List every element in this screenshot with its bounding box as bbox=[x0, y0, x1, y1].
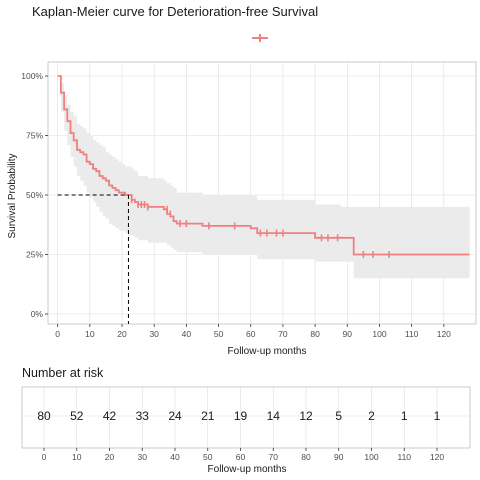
risk-table-title: Number at risk bbox=[22, 366, 104, 380]
risk-count: 14 bbox=[267, 409, 281, 423]
x-tick-label: 50 bbox=[214, 329, 224, 339]
y-tick-label: 25% bbox=[26, 250, 43, 260]
x-tick-label: 100 bbox=[372, 329, 386, 339]
x-tick-label: 20 bbox=[117, 329, 127, 339]
chart-title: Kaplan-Meier curve for Deterioration-fre… bbox=[32, 4, 318, 19]
x-tick-label: 110 bbox=[405, 329, 419, 339]
risk-count: 33 bbox=[136, 409, 150, 423]
risk-x-tick-label: 40 bbox=[170, 452, 180, 462]
x-tick-label: 90 bbox=[343, 329, 353, 339]
risk-count: 1 bbox=[401, 409, 408, 423]
risk-x-tick-label: 60 bbox=[236, 452, 246, 462]
risk-x-tick-label: 110 bbox=[397, 452, 411, 462]
risk-x-tick-label: 120 bbox=[430, 452, 444, 462]
risk-table-panel: 80 52 42 33 24 21 19 14 12 5 2 1 10 10 20 30 40 50 60 70 80 9… bbox=[21, 386, 471, 462]
risk-count: 42 bbox=[103, 409, 117, 423]
x-tick-label: 70 bbox=[278, 329, 288, 339]
risk-table-area bbox=[21, 386, 471, 449]
risk-x-axis-label: Follow-up months bbox=[208, 464, 287, 475]
risk-count: 19 bbox=[234, 409, 248, 423]
legend bbox=[252, 34, 268, 42]
risk-count: 5 bbox=[335, 409, 342, 423]
x-tick-label: 0 bbox=[55, 329, 60, 339]
risk-count: 2 bbox=[368, 409, 375, 423]
risk-x-tick-label: 0 bbox=[42, 452, 47, 462]
risk-x-tick-label: 50 bbox=[203, 452, 213, 462]
risk-count: 80 bbox=[37, 409, 51, 423]
risk-count: 12 bbox=[299, 409, 313, 423]
risk-count: 24 bbox=[168, 409, 182, 423]
risk-count: 1 bbox=[434, 409, 441, 423]
x-tick-label: 120 bbox=[437, 329, 451, 339]
y-tick-label: 100% bbox=[21, 71, 43, 81]
risk-x-tick-label: 100 bbox=[364, 452, 378, 462]
risk-x-tick-label: 90 bbox=[334, 452, 344, 462]
confidence-band bbox=[57, 76, 470, 279]
x-tick-label: 80 bbox=[310, 329, 320, 339]
y-tick-label: 0% bbox=[31, 309, 44, 319]
x-tick-label: 60 bbox=[246, 329, 256, 339]
y-axis-label: Survival Probability bbox=[7, 153, 18, 238]
survival-plot-panel: 0 10 20 30 40 50 60 70 80 90 100 110 120 0% 25% 50% 75% 1… bbox=[21, 61, 477, 339]
risk-x-tick-label: 80 bbox=[301, 452, 311, 462]
x-tick-label: 40 bbox=[182, 329, 192, 339]
x-tick-label: 10 bbox=[85, 329, 95, 339]
risk-count: 52 bbox=[70, 409, 84, 423]
x-tick-label: 30 bbox=[149, 329, 159, 339]
risk-x-tick-label: 30 bbox=[138, 452, 148, 462]
x-axis-label: Follow-up months bbox=[228, 346, 307, 357]
y-tick-label: 50% bbox=[26, 190, 43, 200]
y-tick-label: 75% bbox=[26, 131, 43, 141]
risk-x-tick-label: 70 bbox=[269, 452, 279, 462]
survival-curve bbox=[57, 75, 470, 256]
risk-x-tick-label: 20 bbox=[105, 452, 115, 462]
risk-count: 21 bbox=[201, 409, 215, 423]
risk-x-tick-label: 10 bbox=[72, 452, 82, 462]
